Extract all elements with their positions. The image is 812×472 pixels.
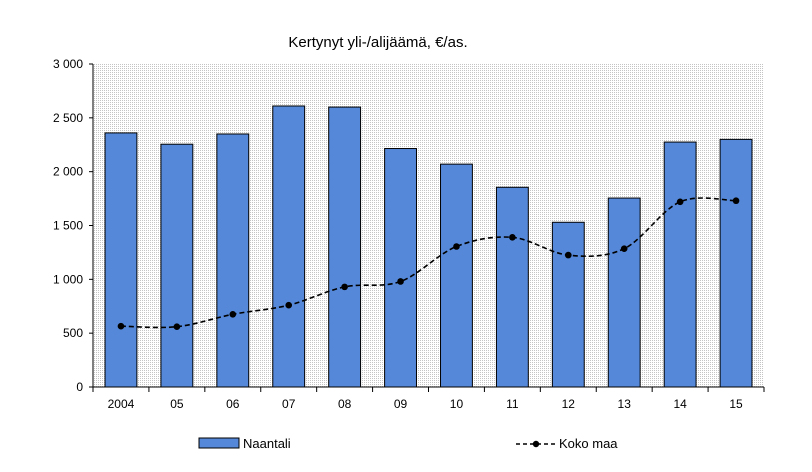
x-tick-label: 13 bbox=[618, 397, 632, 411]
x-tick-label: 08 bbox=[338, 397, 352, 411]
y-tick-label: 500 bbox=[63, 326, 83, 340]
x-tick-label: 05 bbox=[170, 397, 184, 411]
bar-naantali bbox=[495, 186, 529, 388]
point-koko-maa bbox=[732, 197, 740, 205]
y-tick-label: 0 bbox=[76, 380, 83, 394]
legend-label-naantali: Naantali bbox=[243, 436, 291, 451]
x-tick-label: 2004 bbox=[108, 397, 135, 411]
x-tick-label: 11 bbox=[506, 397, 519, 411]
y-tick-label: 1 000 bbox=[53, 272, 83, 286]
x-tick-label: 09 bbox=[394, 397, 408, 411]
point-koko-maa bbox=[229, 311, 237, 318]
bar-naantali bbox=[272, 105, 306, 388]
point-koko-maa bbox=[620, 245, 628, 252]
bar-naantali bbox=[160, 143, 194, 388]
bar-naantali bbox=[440, 163, 473, 388]
bar-naantali bbox=[104, 132, 138, 388]
point-koko-maa bbox=[397, 278, 404, 285]
y-tick-label: 2 000 bbox=[53, 165, 83, 179]
bar-naantali bbox=[384, 148, 417, 388]
bar-naantali bbox=[216, 133, 250, 388]
y-tick-label: 3 000 bbox=[53, 57, 83, 71]
x-tick-label: 07 bbox=[282, 397, 296, 411]
point-koko-maa bbox=[564, 251, 572, 259]
line-koko-maa bbox=[120, 197, 737, 329]
point-koko-maa bbox=[341, 283, 348, 291]
point-koko-maa bbox=[117, 322, 125, 330]
bar-naantali bbox=[663, 141, 697, 388]
x-tick-label: 10 bbox=[450, 397, 464, 411]
legend-swatch-naantali bbox=[198, 437, 240, 449]
bar-naantali bbox=[328, 106, 362, 388]
plot-area bbox=[93, 64, 764, 387]
y-tick-label: 1 500 bbox=[53, 219, 83, 233]
x-tick-label: 14 bbox=[673, 397, 687, 411]
point-koko-maa bbox=[173, 323, 181, 331]
y-tick-label: 2 500 bbox=[53, 111, 83, 125]
chart-title: Kertynyt yli-/alijäämä, €/as. bbox=[288, 34, 467, 51]
x-tick-label: 12 bbox=[562, 397, 576, 411]
bar-naantali bbox=[607, 197, 641, 388]
legend: Naantali Koko maa bbox=[198, 436, 618, 451]
x-tick-label: 06 bbox=[226, 397, 240, 411]
x-tick-label: 15 bbox=[729, 397, 743, 411]
point-koko-maa bbox=[285, 301, 293, 309]
point-koko-maa bbox=[509, 234, 516, 241]
bar-naantali bbox=[551, 221, 585, 388]
legend-marker-koko-maa bbox=[532, 440, 540, 448]
bar-naantali bbox=[719, 138, 753, 388]
legend-label-koko-maa: Koko maa bbox=[559, 436, 618, 451]
point-koko-maa bbox=[453, 243, 460, 250]
point-koko-maa bbox=[676, 198, 684, 206]
